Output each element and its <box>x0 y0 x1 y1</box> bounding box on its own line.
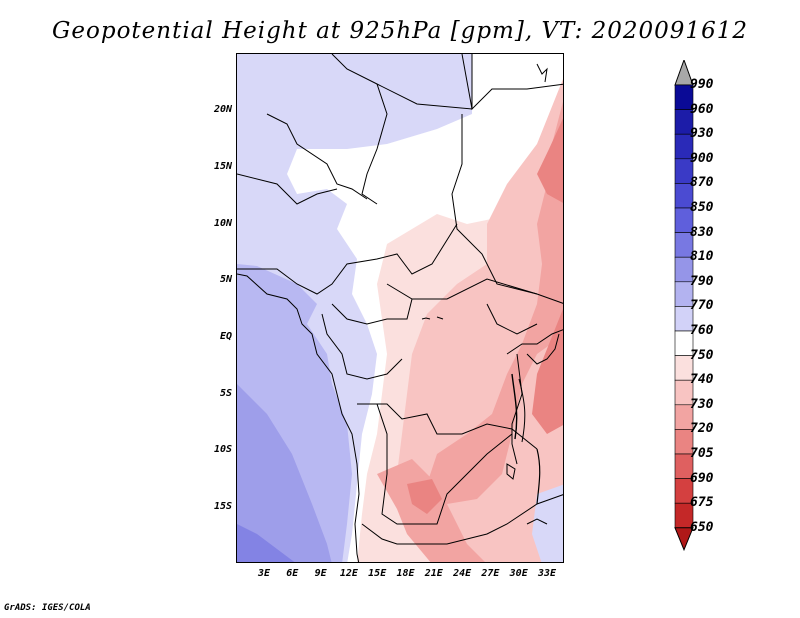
x-tick-label: 21E <box>424 568 443 579</box>
legend-level-label: 960 <box>690 101 714 117</box>
legend-level-label: 790 <box>690 273 714 289</box>
legend-level-label: 675 <box>690 495 714 511</box>
map-plot-area <box>236 53 564 563</box>
legend-level-label: 720 <box>690 421 714 437</box>
x-tick-label: 33E <box>537 568 557 579</box>
legend-level-label: 705 <box>690 446 714 461</box>
legend-level-label: 850 <box>690 200 714 215</box>
legend-level-label: 990 <box>690 77 714 92</box>
y-tick-label: 5N <box>219 274 232 285</box>
x-tick-label: 18E <box>396 568 415 579</box>
legend-level-label: 930 <box>690 126 714 142</box>
y-tick-label: 15S <box>213 501 232 512</box>
credit-text: GrADS: IGES/COLA <box>4 603 91 613</box>
x-tick-label: 9E <box>314 568 327 579</box>
legend-level-label: 690 <box>690 470 714 486</box>
legend-level-label: 830 <box>690 224 714 240</box>
legend-level-label: 870 <box>690 175 714 191</box>
legend-under-triangle <box>674 527 694 552</box>
legend-level-label: 770 <box>690 298 714 314</box>
x-tick-label: 12E <box>339 568 358 579</box>
legend-level-label: 810 <box>690 249 714 265</box>
y-tick-label: EQ <box>219 331 232 342</box>
legend-level-label: 750 <box>690 347 714 363</box>
y-tick-label: 10N <box>213 218 232 229</box>
x-tick-label: 27E <box>481 568 500 579</box>
y-tick-label: 5S <box>219 388 232 399</box>
y-tick-label: 20N <box>213 104 232 115</box>
x-tick-label: 15E <box>368 568 387 579</box>
x-tick-label: 3E <box>257 568 271 579</box>
legend-level-label: 650 <box>690 519 714 535</box>
y-tick-label: 10S <box>213 444 232 455</box>
x-tick-label: 24E <box>453 568 472 579</box>
x-tick-label: 6E <box>286 568 299 579</box>
legend-level-label: 730 <box>690 396 714 412</box>
legend-level-label: 900 <box>690 150 714 166</box>
y-tick-label: 15N <box>213 161 232 172</box>
x-tick-label: 30E <box>509 568 528 579</box>
color-legend <box>674 60 694 552</box>
map-canvas <box>237 54 563 562</box>
map-title: Geopotential Height at 925hPa [gpm], VT:… <box>52 18 748 44</box>
legend-level-label: 760 <box>690 323 714 338</box>
legend-level-label: 740 <box>690 372 714 388</box>
